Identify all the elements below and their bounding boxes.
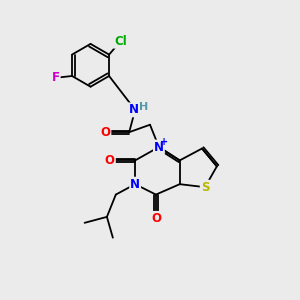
Text: O: O: [105, 154, 115, 167]
Text: N: N: [130, 178, 140, 191]
Text: N: N: [129, 103, 139, 116]
Text: +: +: [160, 137, 168, 147]
Text: O: O: [100, 126, 110, 139]
Text: F: F: [52, 71, 60, 84]
Text: H: H: [139, 103, 148, 112]
Text: N: N: [154, 140, 164, 154]
Text: S: S: [201, 181, 209, 194]
Text: O: O: [151, 212, 161, 225]
Text: Cl: Cl: [114, 35, 127, 48]
